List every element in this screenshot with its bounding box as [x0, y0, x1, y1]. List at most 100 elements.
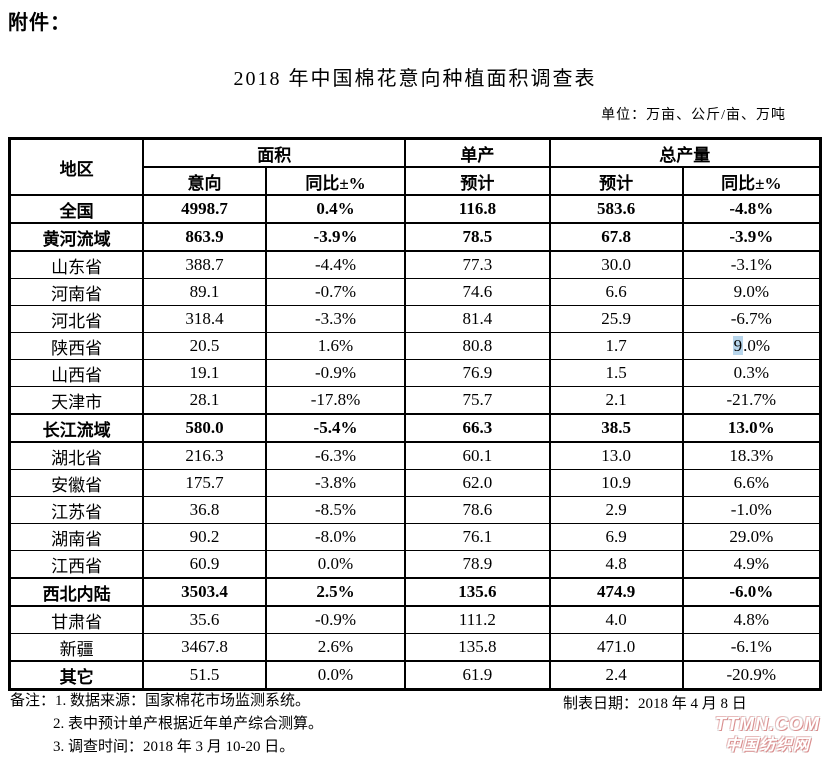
yield-forecast-cell: 135.6 — [404, 577, 551, 607]
area-intention-cell: 863.9 — [142, 222, 267, 252]
region-cell: 西北内陆 — [8, 577, 145, 607]
area-intention-cell: 51.5 — [142, 660, 267, 691]
yield-forecast-cell: 78.9 — [404, 550, 551, 579]
watermark-site: TTMN.COM — [715, 714, 820, 734]
header-area-yoy: 同比±% — [264, 166, 407, 196]
yield-forecast-cell: 76.1 — [404, 523, 551, 551]
table-row: 江西省 60.9 0.0% 78.9 4.8 4.9% — [8, 550, 822, 579]
area-intention-cell: 90.2 — [142, 523, 267, 551]
yield-forecast-cell: 62.0 — [404, 469, 551, 497]
region-cell: 全国 — [8, 194, 145, 224]
output-forecast-cell: 1.7 — [548, 332, 684, 360]
header-area-group: 面积 — [142, 137, 407, 168]
output-yoy-cell: 4.8% — [681, 605, 822, 634]
output-yoy-cell: 18.3% — [681, 441, 822, 470]
header-output-forecast: 预计 — [548, 166, 684, 196]
yield-forecast-cell: 61.9 — [404, 660, 551, 691]
yield-forecast-cell: 74.6 — [404, 278, 551, 306]
table-row: 黄河流域 863.9 -3.9% 78.5 67.8 -3.9% — [8, 222, 822, 252]
header-row-sub: 意向 同比±% 预计 预计 同比±% — [10, 166, 822, 196]
yield-forecast-cell: 116.8 — [404, 194, 551, 224]
header-yield-group: 单产 — [404, 137, 551, 168]
region-cell: 甘肃省 — [8, 605, 145, 634]
table-row: 天津市 28.1 -17.8% 75.7 2.1 -21.7% — [8, 386, 822, 415]
output-forecast-cell: 67.8 — [548, 222, 684, 252]
area-intention-cell: 3467.8 — [142, 633, 267, 662]
table-row: 河北省 318.4 -3.3% 81.4 25.9 -6.7% — [8, 305, 822, 333]
watermark: TTMN.COM 中国纺织网 — [715, 714, 820, 756]
region-cell: 其它 — [8, 660, 145, 691]
output-yoy-cell: -3.1% — [681, 250, 822, 279]
note-line-3: 3. 调查时间：2018 年 3 月 10-20 日。 — [53, 739, 295, 755]
area-intention-cell: 4998.7 — [142, 194, 267, 224]
region-cell: 河北省 — [8, 305, 145, 333]
area-yoy-cell: 2.6% — [264, 633, 407, 662]
area-intention-cell: 580.0 — [142, 413, 267, 443]
region-cell: 陕西省 — [8, 332, 145, 360]
area-yoy-cell: -17.8% — [264, 386, 407, 415]
output-yoy-cell: 9.0% — [681, 278, 822, 306]
region-cell: 江西省 — [8, 550, 145, 579]
area-intention-cell: 36.8 — [142, 496, 267, 524]
area-yoy-cell: -6.3% — [264, 441, 407, 470]
units-note: 单位：万亩、公斤/亩、万吨 — [601, 108, 786, 123]
output-yoy-cell: 6.6% — [681, 469, 822, 497]
area-intention-cell: 216.3 — [142, 441, 267, 470]
table-row: 甘肃省 35.6 -0.9% 111.2 4.0 4.8% — [8, 605, 822, 634]
output-forecast-cell: 1.5 — [548, 359, 684, 387]
region-cell: 长江流域 — [8, 413, 145, 443]
area-yoy-cell: 2.5% — [264, 577, 407, 607]
area-yoy-cell: 0.4% — [264, 194, 407, 224]
area-yoy-cell: -0.9% — [264, 605, 407, 634]
area-yoy-cell: 0.0% — [264, 550, 407, 579]
attachment-label: 附件： — [8, 12, 71, 34]
area-intention-cell: 28.1 — [142, 386, 267, 415]
header-area-intention: 意向 — [142, 166, 267, 196]
region-cell: 新疆 — [8, 633, 145, 662]
table-date-label: 制表日期：2018 年 4 月 8 日 — [563, 696, 747, 712]
yield-forecast-cell: 78.5 — [404, 222, 551, 252]
yield-forecast-cell: 81.4 — [404, 305, 551, 333]
table-row: 长江流域 580.0 -5.4% 66.3 38.5 13.0% — [8, 413, 822, 443]
area-intention-cell: 19.1 — [142, 359, 267, 387]
yield-forecast-cell: 111.2 — [404, 605, 551, 634]
region-cell: 黄河流域 — [8, 222, 145, 252]
area-yoy-cell: -4.4% — [264, 250, 407, 279]
region-cell: 山西省 — [8, 359, 145, 387]
yield-forecast-cell: 78.6 — [404, 496, 551, 524]
output-yoy-cell: -6.0% — [681, 577, 822, 607]
output-forecast-cell: 6.9 — [548, 523, 684, 551]
table-row: 河南省 89.1 -0.7% 74.6 6.6 9.0% — [8, 278, 822, 306]
area-intention-cell: 89.1 — [142, 278, 267, 306]
yield-forecast-cell: 80.8 — [404, 332, 551, 360]
yield-forecast-cell: 75.7 — [404, 386, 551, 415]
output-yoy-cell: 4.9% — [681, 550, 822, 579]
header-output-group: 总产量 — [548, 137, 822, 168]
area-yoy-cell: -3.8% — [264, 469, 407, 497]
table-body: 全国 4998.7 0.4% 116.8 583.6 -4.8% 黄河流域 863.9 -3.9… — [8, 194, 822, 691]
region-cell: 湖南省 — [8, 523, 145, 551]
area-intention-cell: 60.9 — [142, 550, 267, 579]
area-intention-cell: 318.4 — [142, 305, 267, 333]
table-row: 安徽省 175.7 -3.8% 62.0 10.9 6.6% — [8, 469, 822, 497]
header-output-yoy: 同比±% — [681, 166, 822, 196]
table-row: 新疆 3467.8 2.6% 135.8 471.0 -6.1% — [8, 633, 822, 662]
output-yoy-cell: -6.1% — [681, 633, 822, 662]
output-forecast-cell: 30.0 — [548, 250, 684, 279]
table-row: 山东省 388.7 -4.4% 77.3 30.0 -3.1% — [8, 250, 822, 279]
yield-forecast-cell: 60.1 — [404, 441, 551, 470]
area-intention-cell: 20.5 — [142, 332, 267, 360]
note-line-2: 2. 表中预计单产根据近年单产综合测算。 — [53, 716, 324, 732]
area-yoy-cell: -0.9% — [264, 359, 407, 387]
output-yoy-cell: -20.9% — [681, 660, 822, 691]
yield-forecast-cell: 76.9 — [404, 359, 551, 387]
table-row: 湖北省 216.3 -6.3% 60.1 13.0 18.3% — [8, 441, 822, 470]
output-yoy-cell: 0.3% — [681, 359, 822, 387]
region-cell: 河南省 — [8, 278, 145, 306]
table-row: 陕西省 20.5 1.6% 80.8 1.7 9.0% — [8, 332, 822, 360]
output-yoy-cell: -4.8% — [681, 194, 822, 224]
output-forecast-cell: 4.0 — [548, 605, 684, 634]
area-intention-cell: 175.7 — [142, 469, 267, 497]
area-yoy-cell: -3.9% — [264, 222, 407, 252]
